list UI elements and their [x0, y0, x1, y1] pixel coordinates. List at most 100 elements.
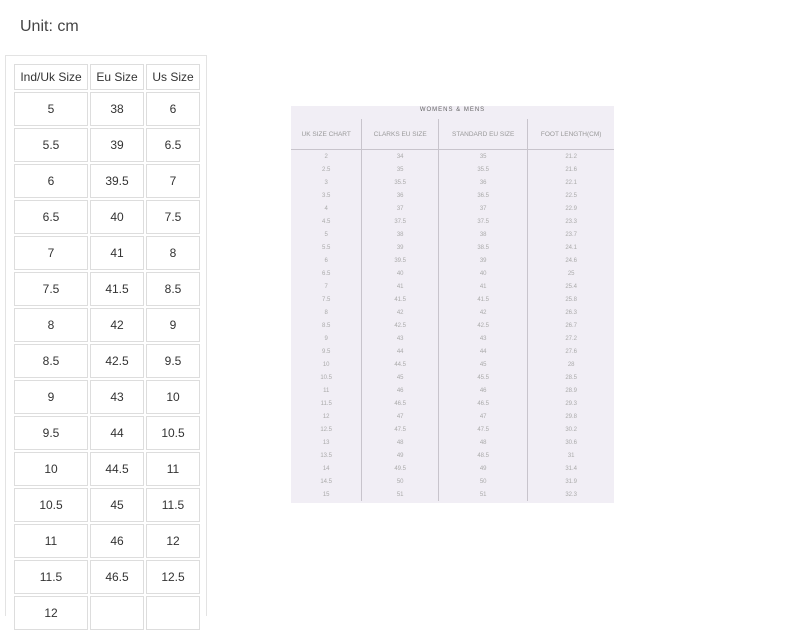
chart-cell: 7.5 — [291, 293, 363, 306]
chart-row: 5.5 39 38.5 24.1 — [291, 241, 614, 254]
table-row: 5.5 39 6.5 — [14, 128, 200, 162]
table-cell: 6.5 — [14, 200, 88, 234]
table-row: 7.5 41.5 8.5 — [14, 272, 200, 306]
table-row: 5 38 6 — [14, 92, 200, 126]
table-cell: 11.5 — [146, 488, 200, 522]
table-row: 10.5 45 11.5 — [14, 488, 200, 522]
chart-row: 12 47 47 29.8 — [291, 410, 614, 423]
chart-cell: 39 — [438, 254, 529, 267]
chart-column-header: CLARKS EU SIZE — [361, 119, 440, 150]
chart-cell: 11 — [291, 384, 363, 397]
chart-column-header: UK SIZE CHART — [291, 119, 363, 150]
table-cell: 6 — [146, 92, 200, 126]
chart-column-header: FOOT LENGTH(CM) — [527, 119, 614, 150]
table-cell: 41.5 — [90, 272, 144, 306]
chart-cell: 22.1 — [565, 179, 577, 186]
table-cell: 40 — [90, 200, 144, 234]
table-cell: 46.5 — [90, 560, 144, 594]
chart-cell: 7 — [291, 280, 363, 293]
chart-cell: 35.5 — [438, 163, 529, 176]
chart-cell: 14.5 — [291, 475, 363, 488]
table-cell: 12.5 — [146, 560, 200, 594]
table-cell: 7 — [14, 236, 88, 270]
chart-cell: 49.5 — [361, 462, 440, 475]
chart-row: 14.5 50 50 31.9 — [291, 475, 614, 488]
chart-cell: 38 — [361, 228, 440, 241]
chart-cell: 28.5 — [565, 374, 577, 381]
table-row: 8 42 9 — [14, 308, 200, 342]
table-cell: 44 — [90, 416, 144, 450]
table-cell: 9.5 — [146, 344, 200, 378]
chart-cell: 12.5 — [291, 423, 363, 436]
chart-row: 4 37 37 22.9 — [291, 202, 614, 215]
chart-cell: 45 — [438, 358, 529, 371]
table-cell: 43 — [90, 380, 144, 414]
table-cell: 6 — [14, 164, 88, 198]
chart-cell: 8 — [291, 306, 363, 319]
chart-cell: 2.5 — [291, 163, 363, 176]
chart-cell: 12 — [291, 410, 363, 423]
chart-cell: 44 — [361, 345, 440, 358]
chart-row: 14 49.5 49 31.4 — [291, 462, 614, 475]
chart-cell: 25.8 — [565, 296, 577, 303]
chart-row: 3 35.5 36 22.1 — [291, 176, 614, 189]
chart-cell: 42.5 — [438, 319, 529, 332]
table-cell: 8 — [14, 308, 88, 342]
chart-cell: 28 — [567, 361, 575, 368]
table-cell: 11 — [14, 524, 88, 558]
chart-cell: 41 — [361, 280, 440, 293]
chart-cell: 22.5 — [565, 192, 577, 199]
chart-row: 7.5 41.5 41.5 25.8 — [291, 293, 614, 306]
chart-cell: 42.5 — [361, 319, 440, 332]
column-header: Us Size — [146, 64, 200, 90]
table-cell: 12 — [14, 596, 88, 630]
table-cell: 10 — [146, 380, 200, 414]
chart-cell: 45 — [361, 371, 440, 384]
table-row: 10 44.5 11 — [14, 452, 200, 486]
chart-cell: 2 — [291, 149, 363, 163]
table-cell: 39.5 — [90, 164, 144, 198]
chart-cell: 21.2 — [565, 153, 577, 160]
chart-cell: 24.1 — [565, 244, 577, 251]
chart-row: 8.5 42.5 42.5 26.7 — [291, 319, 614, 332]
table-cell: 5 — [14, 92, 88, 126]
chart-row: 4.5 37.5 37.5 23.3 — [291, 215, 614, 228]
chart-cell: 39 — [361, 241, 440, 254]
table-cell: 11.5 — [14, 560, 88, 594]
chart-cell: 37 — [361, 202, 440, 215]
chart-cell: 39.5 — [361, 254, 440, 267]
chart-cell: 51 — [438, 488, 529, 501]
table-row: 7 41 8 — [14, 236, 200, 270]
table-row: 6 39.5 7 — [14, 164, 200, 198]
chart-cell: 24.6 — [565, 257, 577, 264]
chart-cell: 38 — [438, 228, 529, 241]
chart-cell: 6.5 — [291, 267, 363, 280]
chart-cell: 5.5 — [291, 241, 363, 254]
chart-cell: 41.5 — [361, 293, 440, 306]
table-cell — [146, 596, 200, 630]
chart-cell: 5 — [291, 228, 363, 241]
chart-cell: 23.7 — [565, 231, 577, 238]
chart-cell: 42 — [361, 306, 440, 319]
table-cell: 9 — [146, 308, 200, 342]
chart-cell: 11.5 — [291, 397, 363, 410]
chart-row: 13 48 48 30.6 — [291, 436, 614, 449]
chart-row: 11 46 46 28.9 — [291, 384, 614, 397]
chart-cell: 40 — [361, 267, 440, 280]
chart-cell: 35.5 — [361, 176, 440, 189]
chart-row: 8 42 42 26.3 — [291, 306, 614, 319]
chart-cell: 37 — [438, 202, 529, 215]
table-cell: 42.5 — [90, 344, 144, 378]
chart-cell: 10.5 — [291, 371, 363, 384]
table-row: 11 46 12 — [14, 524, 200, 558]
table-cell: 12 — [146, 524, 200, 558]
table-cell: 9.5 — [14, 416, 88, 450]
table-cell: 7 — [146, 164, 200, 198]
chart-cell: 3 — [291, 176, 363, 189]
chart-cell: 26.7 — [565, 322, 577, 329]
size-chart-image: WOMENS & MENS UK SIZE CHART CLARKS EU SIZ… — [291, 106, 614, 503]
chart-cell: 28.9 — [565, 387, 577, 394]
chart-cell: 48 — [438, 436, 529, 449]
chart-cell: 46 — [438, 384, 529, 397]
chart-cell: 47 — [361, 410, 440, 423]
